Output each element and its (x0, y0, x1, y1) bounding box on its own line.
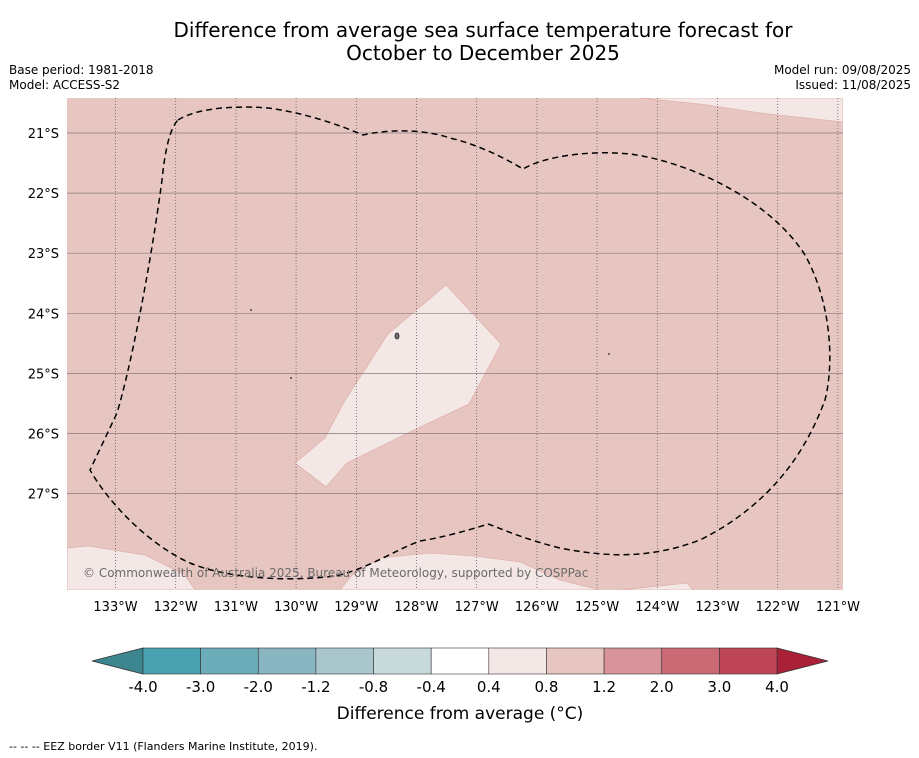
colorbar-tick-label: -0.4 (417, 678, 446, 696)
model-run: Model run: 09/08/2025 (773, 63, 911, 77)
latitude-label: 24°S (28, 307, 59, 322)
longitude-label: 132°W (154, 600, 198, 615)
eez-border (89, 106, 831, 580)
latitude-label: 26°S (28, 428, 59, 443)
colorbar-title: Difference from average (°C) (336, 704, 584, 724)
colorbar-segment (257, 647, 317, 675)
map-title-line1: Difference from average sea surface temp… (173, 18, 793, 42)
anomaly-area-south (339, 552, 601, 590)
colorbar-segment (661, 647, 720, 675)
colorbar-tick-label: -3.0 (186, 678, 215, 696)
anomaly-area-central (294, 284, 502, 488)
issued-date: Issued: 11/08/2025 (795, 78, 911, 92)
longitude-label: 128°W (394, 600, 438, 615)
island (608, 353, 610, 355)
anomaly-area-southwest (67, 545, 196, 590)
anomaly-area-southeast (619, 582, 694, 590)
longitude-label: 124°W (635, 600, 679, 615)
colorbar-segment (546, 647, 605, 675)
colorbar: -4.0 -3.0 -2.0 -1.2 -0.8 -0.4 0.4 0.8 1.2 2.0 3.0 4… (91, 647, 829, 696)
colorbar-segment (142, 647, 201, 675)
colorbar-tick-label: 0.8 (535, 678, 559, 696)
colorbar-tick-label: -2.0 (244, 678, 273, 696)
longitude-label: 130°W (274, 600, 318, 615)
colorbar-segment (200, 647, 259, 675)
graticule (67, 98, 843, 590)
longitude-label: 125°W (575, 600, 619, 615)
colorbar-under-arrow (91, 647, 144, 675)
longitude-label: 126°W (515, 600, 559, 615)
latitude-label: 25°S (28, 367, 59, 382)
latitude-label: 23°S (28, 247, 59, 262)
colorbar-tick-label: 3.0 (707, 678, 731, 696)
colorbar-tick-label: -1.2 (301, 678, 330, 696)
longitude-label: 123°W (695, 600, 739, 615)
longitude-label: 133°W (93, 600, 137, 615)
colorbar-over-arrow (776, 647, 829, 675)
map-panel: © Commonwealth of Australia 2025, Bureau… (67, 98, 843, 590)
meta-right: Model run: 09/08/2025 Issued: 11/08/2025 (774, 63, 911, 93)
longitude-label: 122°W (756, 600, 800, 615)
base-period: Base period: 1981-2018 (9, 63, 154, 77)
colorbar-tick-label: 0.4 (477, 678, 501, 696)
colorbar-segment (719, 647, 778, 675)
colorbar-tick-label: -0.8 (359, 678, 388, 696)
colorbar-tick-label: 1.2 (592, 678, 616, 696)
latitude-labels: 21°S 22°S 23°S 24°S 25°S 26°S 27°S (28, 127, 59, 503)
island (250, 309, 252, 311)
colorbar-segment (373, 647, 432, 675)
colorbar-tick-label: -4.0 (128, 678, 157, 696)
colorbar-tick-label: 4.0 (765, 678, 789, 696)
colorbar-segment (315, 647, 374, 675)
latitude-label: 21°S (28, 127, 59, 142)
longitude-labels: 133°W 132°W 131°W 130°W 129°W 128°W 127°W 126°W… (93, 600, 860, 615)
meta-left: Base period: 1981-2018 Model: ACCESS-S2 (9, 63, 154, 93)
island (290, 377, 292, 379)
island (394, 332, 400, 340)
longitude-label: 121°W (816, 600, 860, 615)
colorbar-segment (603, 647, 663, 675)
latitude-label: 27°S (28, 488, 59, 503)
longitude-label: 127°W (455, 600, 499, 615)
longitude-label: 131°W (214, 600, 258, 615)
map-title: Difference from average sea surface temp… (0, 19, 919, 65)
map-title-line2: October to December 2025 (346, 41, 620, 65)
latitude-label: 22°S (28, 187, 59, 202)
anomaly-area-northeast (639, 98, 843, 123)
colorbar-tick-label: 2.0 (650, 678, 674, 696)
copyright-text: © Commonwealth of Australia 2025, Bureau… (83, 566, 588, 580)
colorbar-segment (430, 647, 490, 675)
colorbar-segment (488, 647, 547, 675)
longitude-label: 129°W (334, 600, 378, 615)
eez-legend-note: -- -- -- EEZ border V11 (Flanders Marine… (9, 740, 318, 753)
model-name: Model: ACCESS-S2 (9, 78, 121, 92)
